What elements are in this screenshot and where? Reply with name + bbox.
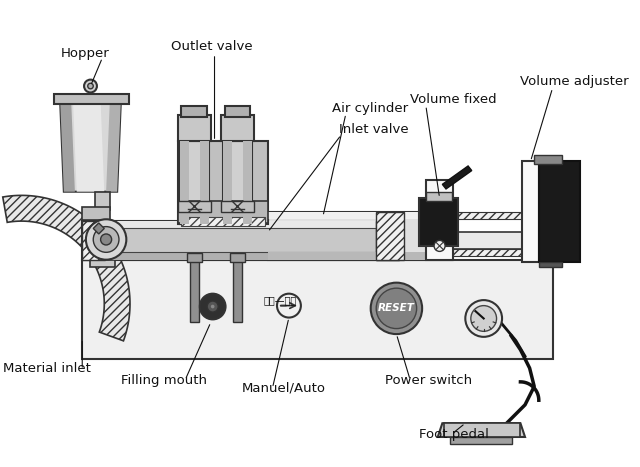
Circle shape (277, 294, 301, 318)
Circle shape (207, 301, 218, 312)
Text: Volume fixed: Volume fixed (410, 93, 497, 106)
Bar (225, 106, 250, 117)
Bar (82, 221, 105, 260)
Bar (96, 226, 109, 261)
Bar (180, 141, 209, 224)
Text: Volume adjuster: Volume adjuster (520, 75, 629, 88)
Text: 手动—自动: 手动—自动 (263, 295, 296, 305)
Polygon shape (60, 102, 121, 191)
Polygon shape (223, 141, 232, 224)
Text: Hopper: Hopper (61, 47, 110, 60)
Bar (419, 198, 458, 246)
Circle shape (93, 226, 119, 252)
Polygon shape (60, 102, 75, 191)
Circle shape (88, 83, 93, 89)
Bar (268, 212, 452, 260)
Bar (230, 253, 245, 262)
Text: Foot pedal: Foot pedal (419, 428, 489, 441)
Bar (376, 221, 399, 260)
Bar (453, 212, 527, 219)
Polygon shape (438, 423, 525, 437)
Bar (178, 141, 268, 224)
Text: Manuel/Auto: Manuel/Auto (242, 382, 326, 395)
Text: Inlet valve: Inlet valve (339, 123, 409, 136)
Circle shape (211, 304, 214, 308)
Polygon shape (200, 141, 209, 224)
Polygon shape (106, 102, 121, 191)
Text: Material inlet: Material inlet (3, 361, 91, 375)
Bar (189, 260, 199, 322)
Bar (95, 191, 110, 210)
Bar (223, 141, 252, 224)
Text: Power switch: Power switch (385, 374, 472, 387)
Bar (444, 423, 520, 437)
Circle shape (200, 294, 225, 319)
Text: Filling mouth: Filling mouth (121, 374, 207, 387)
Polygon shape (73, 102, 104, 191)
Bar (180, 217, 265, 226)
Circle shape (471, 305, 497, 332)
Bar (268, 212, 452, 219)
Bar (233, 260, 242, 322)
Bar (376, 212, 404, 260)
Bar (522, 162, 539, 262)
Bar (187, 253, 202, 262)
Bar (90, 260, 115, 267)
Circle shape (100, 234, 111, 245)
Bar (426, 180, 453, 230)
Bar (178, 201, 268, 223)
Bar (426, 230, 453, 260)
Circle shape (465, 300, 502, 337)
Bar (178, 115, 211, 141)
Bar (178, 201, 211, 212)
Polygon shape (180, 141, 189, 224)
Bar (221, 201, 254, 212)
Bar (534, 155, 562, 164)
Polygon shape (243, 141, 252, 224)
Bar (268, 252, 452, 260)
Polygon shape (442, 166, 472, 189)
Bar (54, 94, 129, 104)
Bar (182, 106, 207, 117)
Bar (82, 260, 552, 359)
Bar (453, 232, 527, 248)
Bar (82, 207, 110, 220)
Text: RESET: RESET (378, 304, 415, 313)
Circle shape (86, 219, 126, 260)
Text: Outlet valve: Outlet valve (172, 40, 253, 53)
Bar (82, 221, 399, 228)
Polygon shape (93, 223, 104, 234)
Bar (82, 221, 399, 260)
Bar (453, 248, 527, 256)
Bar (82, 252, 399, 260)
Circle shape (434, 241, 445, 251)
Bar (89, 228, 392, 252)
Circle shape (371, 283, 422, 334)
Polygon shape (3, 195, 130, 341)
Circle shape (84, 79, 97, 92)
Bar (221, 115, 254, 141)
Text: Air cylinder: Air cylinder (332, 102, 408, 114)
Bar (450, 437, 512, 444)
Bar (426, 191, 452, 201)
Bar (539, 162, 580, 262)
Bar (539, 262, 562, 267)
Circle shape (376, 288, 417, 329)
